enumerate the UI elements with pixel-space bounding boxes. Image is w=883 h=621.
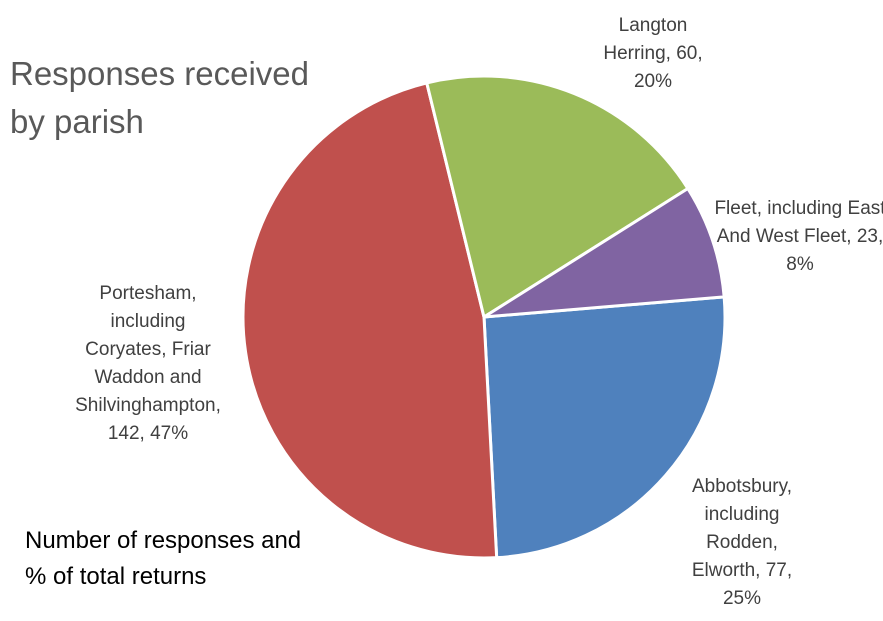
pie-slice <box>424 74 690 320</box>
data-label: Abbotsbury, including Rodden, Elworth, 7… <box>691 476 793 609</box>
data-label: Portesham, including Coryates, Friar Wad… <box>75 283 221 444</box>
chart-subtitle: Number of responses and % of total retur… <box>25 527 302 590</box>
pie-slice <box>241 81 499 560</box>
data-label: Langton Herring, 60, 20% <box>603 15 703 92</box>
pie-slice <box>483 186 726 319</box>
chart-title: Responses received by parish <box>10 55 309 140</box>
pie-slice <box>482 295 727 560</box>
data-label: Fleet, including East And West Fleet, 23… <box>714 198 883 275</box>
